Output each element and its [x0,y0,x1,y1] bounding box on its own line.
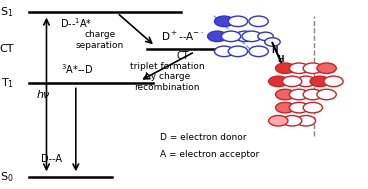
Text: hν: hν [37,90,50,99]
Text: S$_1$: S$_1$ [0,5,14,19]
Circle shape [242,31,261,42]
Circle shape [283,115,302,126]
Circle shape [215,16,234,27]
Text: CT: CT [176,51,189,61]
Circle shape [269,76,288,87]
Circle shape [303,63,322,74]
Circle shape [303,102,322,113]
Circle shape [296,76,315,87]
Circle shape [265,38,280,46]
Text: H: H [271,46,278,55]
Circle shape [276,102,295,113]
Circle shape [283,76,302,87]
Circle shape [228,46,248,57]
Circle shape [215,46,234,57]
Text: D = electron donor: D = electron donor [160,133,247,142]
Circle shape [289,89,309,100]
Circle shape [249,46,268,57]
Text: D--A: D--A [41,154,62,164]
Circle shape [324,76,343,87]
Circle shape [289,63,309,74]
Circle shape [289,102,309,113]
Text: S$_0$: S$_0$ [0,170,14,184]
Text: A = electron acceptor: A = electron acceptor [160,150,259,159]
Circle shape [249,16,268,27]
Text: triplet formation
by charge
recombination: triplet formation by charge recombinatio… [130,62,205,92]
Circle shape [235,31,255,42]
Circle shape [276,63,295,74]
Text: T$_1$: T$_1$ [1,76,14,90]
Circle shape [208,31,227,42]
Circle shape [317,89,336,100]
Text: H: H [277,55,284,64]
Circle shape [222,31,241,42]
Text: D$^+$--A$^{-\cdot}$: D$^+$--A$^{-\cdot}$ [161,30,204,43]
Circle shape [269,115,288,126]
Circle shape [296,115,315,126]
Circle shape [276,89,295,100]
Circle shape [310,76,329,87]
Circle shape [317,63,336,74]
Text: charge
separation: charge separation [76,30,124,50]
Circle shape [258,32,273,41]
Text: CT: CT [0,44,14,54]
Circle shape [303,89,322,100]
Text: D--$^1$A*: D--$^1$A* [60,16,92,30]
Circle shape [228,16,248,27]
Text: $^3$A*--D: $^3$A*--D [61,62,94,76]
